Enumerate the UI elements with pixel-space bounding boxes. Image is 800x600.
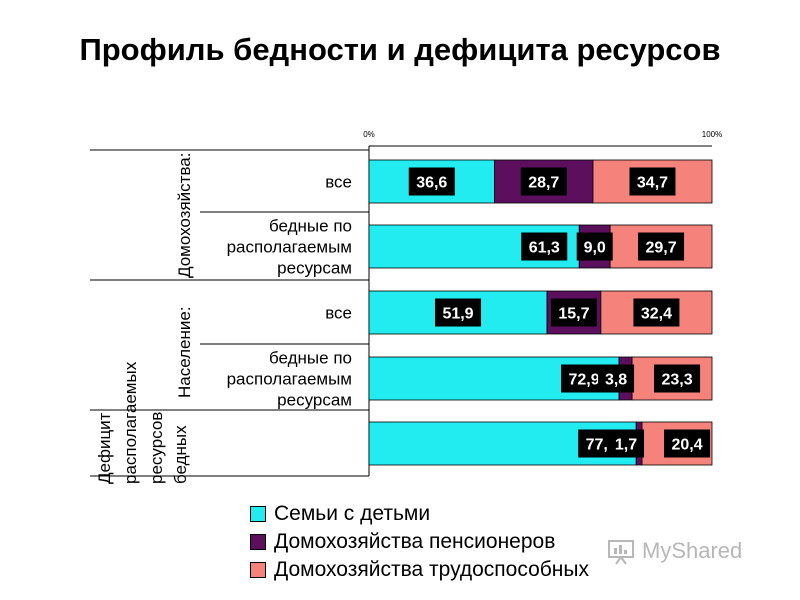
watermark-text: MyShared xyxy=(642,538,743,563)
group-label: бедных xyxy=(171,425,190,484)
category-label: располагаемым xyxy=(227,238,352,257)
group-label: ресурсов xyxy=(147,412,166,484)
data-label-box xyxy=(638,232,685,261)
data-label-box xyxy=(633,298,680,327)
legend-item-families: Семьи с детьми xyxy=(250,500,589,528)
data-label: 32,4 xyxy=(641,306,672,323)
data-label-box xyxy=(664,429,711,458)
category-label: бедные по xyxy=(269,217,352,236)
legend-label-workers: Домохозяйства трудоспособных xyxy=(274,558,589,581)
category-label: все xyxy=(325,304,352,323)
x-tick-label: 100% xyxy=(702,130,722,139)
data-label: 3,8 xyxy=(605,372,627,389)
data-label-box xyxy=(629,167,676,196)
data-label: 34,7 xyxy=(637,175,668,192)
data-label: 15,7 xyxy=(558,306,589,323)
data-label: 1,7 xyxy=(615,437,637,454)
watermark-logo: MyShared xyxy=(606,536,742,566)
group-label: Дефицит xyxy=(95,412,114,484)
legend-label-pensioners: Домохозяйства пенсионеров xyxy=(274,530,556,553)
data-label: 36,6 xyxy=(416,175,447,192)
data-label-box xyxy=(408,167,455,196)
data-label: 23,3 xyxy=(662,372,693,389)
data-label-box xyxy=(521,232,568,261)
legend-swatch-workers xyxy=(250,562,266,578)
data-label: 61,3 xyxy=(529,240,560,257)
legend-item-workers: Домохозяйства трудоспособных xyxy=(250,556,589,584)
category-label: располагаемым xyxy=(227,370,352,389)
group-label: Домохозяйства: xyxy=(175,153,194,278)
data-label: 20,4 xyxy=(671,437,702,454)
data-label: 29,7 xyxy=(645,240,676,257)
legend-item-pensioners: Домохозяйства пенсионеров xyxy=(250,528,589,556)
category-label: ресурсам xyxy=(277,391,352,410)
category-label: все xyxy=(325,173,352,192)
data-label-box xyxy=(576,232,613,261)
group-label: располагаемых xyxy=(121,361,140,484)
category-label: бедные по xyxy=(269,349,352,368)
legend-label-families: Семьи с детьми xyxy=(274,502,431,525)
data-label: 9,0 xyxy=(584,240,606,257)
data-label-box xyxy=(598,364,635,393)
data-label-box xyxy=(435,298,482,327)
data-label: 72,9 xyxy=(568,372,599,389)
data-label-box xyxy=(654,364,701,393)
slide-title: Профиль бедности и дефицита ресурсов xyxy=(79,32,721,67)
data-label: 28,7 xyxy=(528,175,559,192)
chart-legend: Семьи с детьми Домохозяйства пенсионеров… xyxy=(250,500,589,584)
category-label: ресурсам xyxy=(277,259,352,278)
data-label-box xyxy=(550,298,597,327)
legend-swatch-families xyxy=(250,506,266,522)
group-label: Население: xyxy=(175,306,194,398)
x-tick-label: 0% xyxy=(363,130,375,139)
presentation-icon xyxy=(608,540,634,565)
data-label-box xyxy=(608,429,645,458)
data-label-box xyxy=(520,167,567,196)
legend-swatch-pensioners xyxy=(250,534,266,550)
data-label: 51,9 xyxy=(442,306,473,323)
